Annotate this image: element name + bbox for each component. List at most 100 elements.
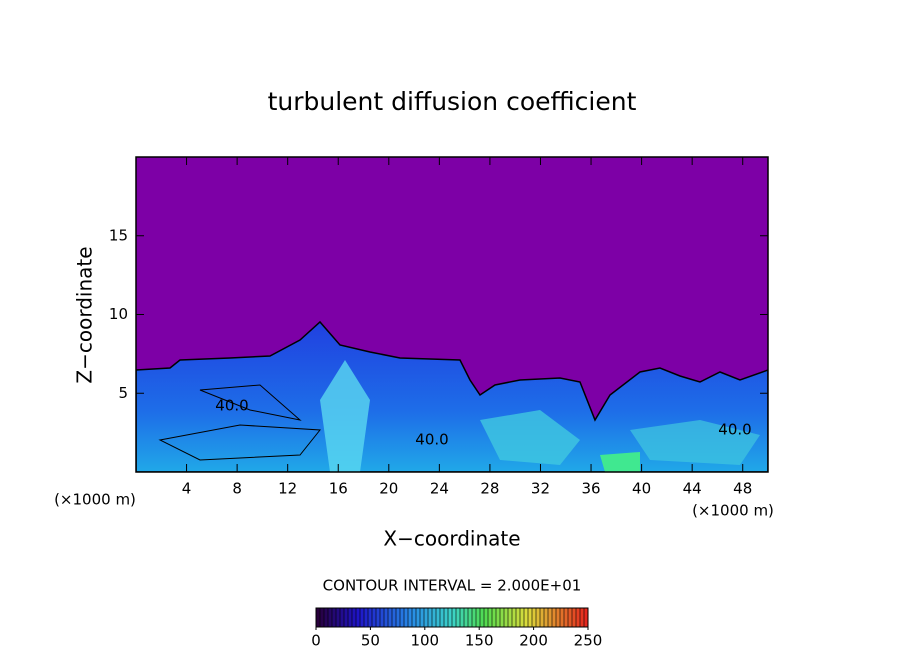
colorbar-cell [580, 608, 585, 627]
colorbar-cell [380, 608, 385, 627]
colorbar-cell [436, 608, 441, 627]
colorbar-cell [384, 608, 389, 627]
y-tick-label: 5 [118, 384, 128, 402]
colorbar-cell [508, 608, 513, 627]
colorbar-cell [452, 608, 457, 627]
colorbar-cell [344, 608, 349, 627]
y-axis-label: Z−coordinate [73, 246, 97, 383]
colorbar-cell [488, 608, 493, 627]
colorbar-cell [456, 608, 461, 627]
x-tick-label: 40 [632, 480, 651, 498]
contour-label: 40.0 [415, 431, 448, 449]
colorbar-cell [532, 608, 537, 627]
colorbar-cell [528, 608, 533, 627]
colorbar-cell [372, 608, 377, 627]
colorbar-cell [324, 608, 329, 627]
colorbar-cell [328, 608, 333, 627]
colorbar-cell [520, 608, 525, 627]
colorbar-tick-label: 150 [465, 632, 494, 650]
colorbar-tick-label: 50 [361, 632, 380, 650]
colorbar-cell [336, 608, 341, 627]
colorbar-cell [492, 608, 497, 627]
x-tick-label: 44 [683, 480, 702, 498]
colorbar-cell [412, 608, 417, 627]
colorbar-tick-label: 200 [519, 632, 548, 650]
contour-interval: CONTOUR INTERVAL = 2.000E+01 [323, 577, 582, 595]
colorbar-cell [540, 608, 545, 627]
colorbar-cell [524, 608, 529, 627]
colorbar-cell [584, 608, 589, 627]
colorbar-cell [460, 608, 465, 627]
colorbar-cell [388, 608, 393, 627]
colorbar-cell [564, 608, 569, 627]
x-axis-label: X−coordinate [383, 527, 520, 551]
x-unit-label: (×1000 m) [692, 502, 774, 520]
colorbar-cell [472, 608, 477, 627]
colorbar-tick-label: 0 [311, 632, 321, 650]
colorbar-cell [504, 608, 509, 627]
blob [630, 420, 760, 465]
colorbar-cell [316, 608, 321, 627]
x-tick-label: 4 [182, 480, 192, 498]
colorbar-cell [400, 608, 405, 627]
colorbar-cell [368, 608, 373, 627]
contour-line [158, 424, 321, 461]
colorbar-cell [404, 608, 409, 627]
colorbar-cell [420, 608, 425, 627]
x-tick-label: 36 [581, 480, 600, 498]
colorbar-cell [548, 608, 553, 627]
colorbar-cell [476, 608, 481, 627]
y-tick-label: 15 [109, 226, 128, 244]
colorbar-cell [352, 608, 357, 627]
colorbar-cell [484, 608, 489, 627]
x-tick-label: 16 [329, 480, 348, 498]
colorbar-cell [572, 608, 577, 627]
colorbar-cell [496, 608, 501, 627]
colorbar-cell [536, 608, 541, 627]
colorbar-cell [424, 608, 429, 627]
colorbar-cell [516, 608, 521, 627]
colorbar-cell [408, 608, 413, 627]
colorbar-cell [360, 608, 365, 627]
colorbar-cell [376, 608, 381, 627]
colorbar-cell [512, 608, 517, 627]
colorbar-cell [364, 608, 369, 627]
colorbar-cell [568, 608, 573, 627]
colorbar-cell [432, 608, 437, 627]
colorbar-tick-label: 100 [410, 632, 439, 650]
blob [480, 410, 580, 465]
colorbar-frame [315, 607, 589, 628]
colorbar-cell [448, 608, 453, 627]
colorbar-cell [544, 608, 549, 627]
x-tick-label: 28 [480, 480, 499, 498]
colorbar-cell [428, 608, 433, 627]
colorbar-cell [576, 608, 581, 627]
colorbar-cell [560, 608, 565, 627]
chart-title: turbulent diffusion coefficient [268, 87, 637, 116]
colorbar-cell [332, 608, 337, 627]
colorbar-cell [480, 608, 485, 627]
colorbar-cell [348, 608, 353, 627]
colorbar-cell [468, 608, 473, 627]
colorbar-cell [416, 608, 421, 627]
colorbar-cell [444, 608, 449, 627]
plume [320, 360, 370, 472]
colorbar-cell [464, 608, 469, 627]
colorbar-tick-label: 250 [574, 632, 603, 650]
y-unit-label: (×1000 m) [54, 491, 136, 509]
x-tick-label: 8 [232, 480, 242, 498]
contour-label: 40.0 [215, 397, 248, 415]
contour-label: 40.0 [718, 421, 751, 439]
x-tick-label: 48 [733, 480, 752, 498]
y-tick-label: 10 [109, 305, 128, 323]
x-tick-label: 24 [430, 480, 449, 498]
colorbar-cell [320, 608, 325, 627]
colorbar-cell [556, 608, 561, 627]
colorbar-cell [500, 608, 505, 627]
x-tick-label: 20 [379, 480, 398, 498]
colorbar-cell [552, 608, 557, 627]
colorbar-cell [340, 608, 345, 627]
colorbar-cell [392, 608, 397, 627]
contour-line [199, 384, 302, 421]
